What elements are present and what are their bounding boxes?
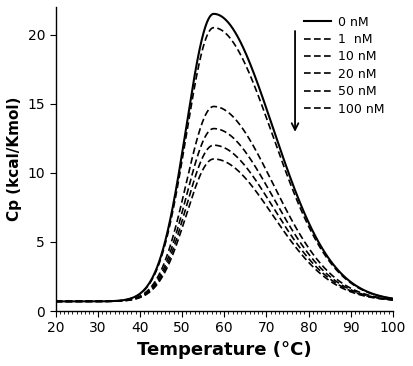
Legend: 0 nM, 1  nM, 10 nM, 20 nM, 50 nM, 100 nM: 0 nM, 1 nM, 10 nM, 20 nM, 50 nM, 100 nM — [301, 13, 387, 118]
Y-axis label: Cp (kcal/Kmol): Cp (kcal/Kmol) — [7, 97, 22, 221]
X-axis label: Temperature (°C): Temperature (°C) — [137, 341, 311, 359]
